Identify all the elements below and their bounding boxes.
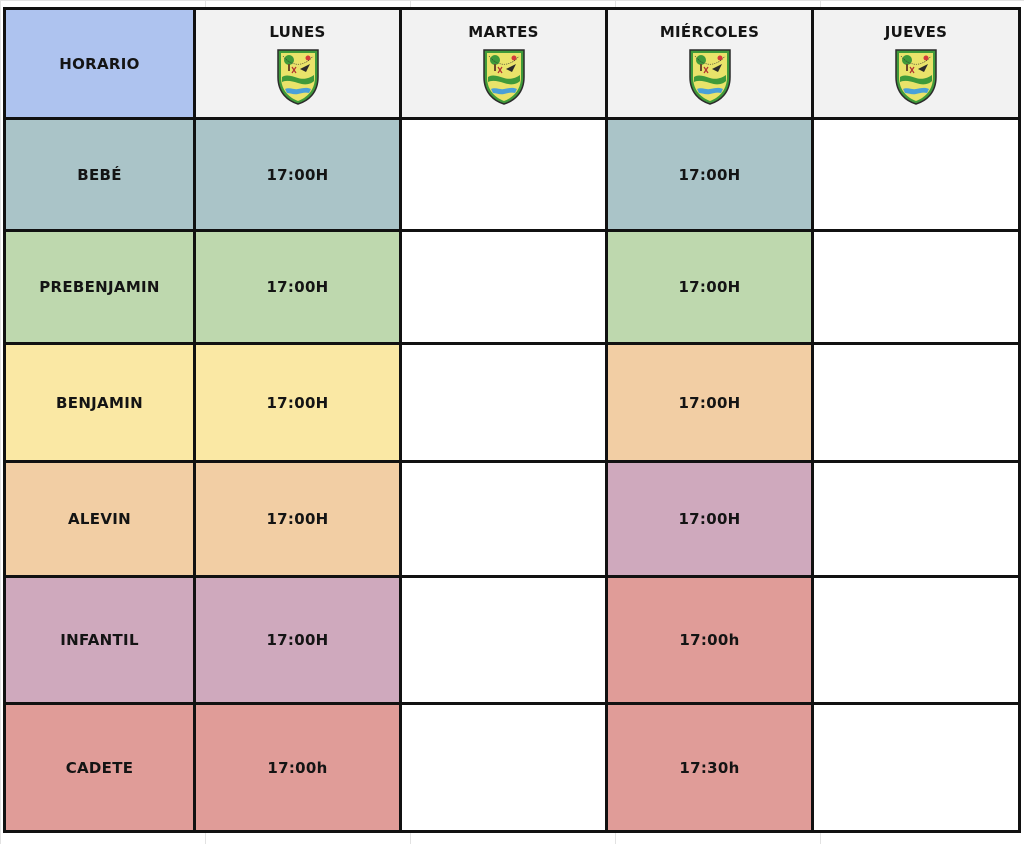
club-crest-icon xyxy=(688,48,731,105)
time-cell-martes xyxy=(399,117,608,232)
category-cell: INFANTIL xyxy=(3,575,196,705)
time-cell-miercoles: 17:00H xyxy=(605,342,814,463)
time-cell-jueves xyxy=(811,460,1021,578)
time-cell-lunes: 17:00H xyxy=(193,460,402,578)
day-header-martes: MARTES xyxy=(399,7,608,120)
time-cell-martes xyxy=(399,229,608,345)
day-label: MARTES xyxy=(468,22,539,41)
time-cell-martes xyxy=(399,702,608,833)
schedule-row-prebenjamin: PREBENJAMIN 17:00H 17:00H xyxy=(3,229,1021,345)
day-header-miercoles: MIÉRCOLES xyxy=(605,7,814,120)
time-cell-jueves xyxy=(811,229,1021,345)
category-cell: CADETE xyxy=(3,702,196,833)
schedule-row-alevin: ALEVIN 17:00H 17:00H xyxy=(3,460,1021,578)
time-cell-lunes: 17:00H xyxy=(193,575,402,705)
day-header-lunes: LUNES xyxy=(193,7,402,120)
day-label: LUNES xyxy=(269,22,326,41)
time-cell-lunes: 17:00H xyxy=(193,229,402,345)
time-cell-miercoles: 17:00h xyxy=(605,575,814,705)
time-cell-martes xyxy=(399,342,608,463)
club-crest-icon xyxy=(895,48,937,105)
time-cell-miercoles: 17:00H xyxy=(605,117,814,232)
time-cell-jueves xyxy=(811,575,1021,705)
schedule-row-infantil: INFANTIL 17:00H 17:00h xyxy=(3,575,1021,705)
category-cell: PREBENJAMIN xyxy=(3,229,196,345)
schedule-row-bebe: BEBÉ 17:00H 17:00H xyxy=(3,117,1021,232)
club-crest-icon xyxy=(276,48,319,105)
category-cell: BENJAMIN xyxy=(3,342,196,463)
time-cell-jueves xyxy=(811,342,1021,463)
time-cell-miercoles: 17:30h xyxy=(605,702,814,833)
category-cell: BEBÉ xyxy=(3,117,196,232)
category-cell: ALEVIN xyxy=(3,460,196,578)
time-cell-lunes: 17:00h xyxy=(193,702,402,833)
schedule-table: HORARIO LUNES MARTES MIÉRCOLES JUEVES BE… xyxy=(3,7,1021,833)
day-header-jueves: JUEVES xyxy=(811,7,1021,120)
time-cell-jueves xyxy=(811,117,1021,232)
day-label: JUEVES xyxy=(884,22,948,41)
time-cell-miercoles: 17:00H xyxy=(605,229,814,345)
club-crest-icon xyxy=(482,48,525,105)
time-cell-martes xyxy=(399,460,608,578)
day-label: MIÉRCOLES xyxy=(659,22,760,41)
header-row: HORARIO LUNES MARTES MIÉRCOLES JUEVES xyxy=(3,7,1021,120)
time-cell-jueves xyxy=(811,702,1021,833)
time-cell-lunes: 17:00H xyxy=(193,342,402,463)
corner-header: HORARIO xyxy=(3,7,196,120)
schedule-row-benjamin: BENJAMIN 17:00H 17:00H xyxy=(3,342,1021,463)
time-cell-martes xyxy=(399,575,608,705)
schedule-row-cadete: CADETE 17:00h 17:30h xyxy=(3,702,1021,833)
time-cell-lunes: 17:00H xyxy=(193,117,402,232)
time-cell-miercoles: 17:00H xyxy=(605,460,814,578)
